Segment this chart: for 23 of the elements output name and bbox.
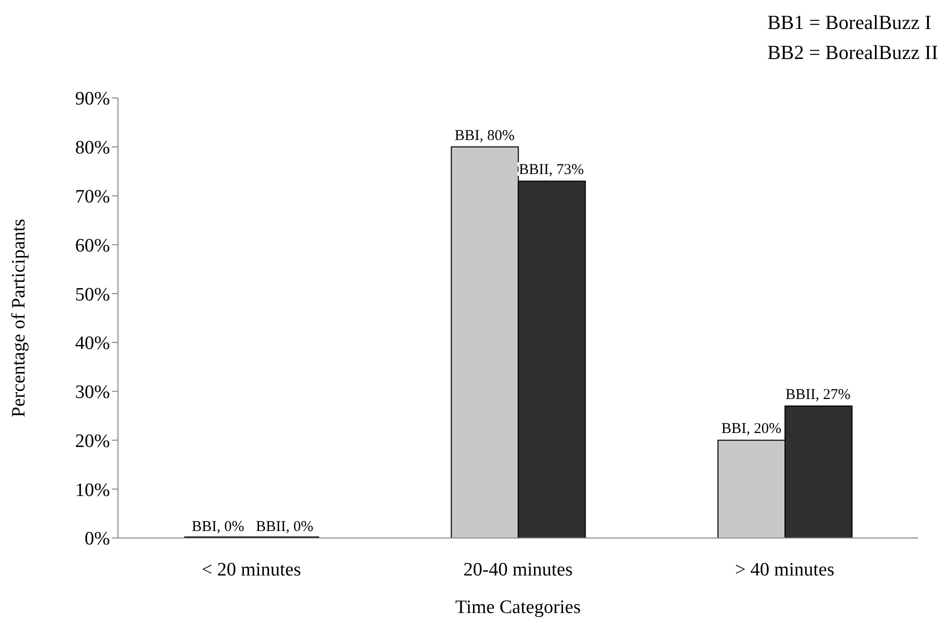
x-tick-label: 20-40 minutes bbox=[463, 559, 573, 580]
x-tick-label: < 20 minutes bbox=[202, 559, 302, 580]
data-label: BBII, 27% bbox=[786, 387, 850, 403]
x-axis-title: Time Categories bbox=[455, 597, 581, 618]
y-tick-label: 10% bbox=[75, 480, 110, 501]
y-tick-label: 0% bbox=[84, 528, 110, 550]
y-tick-label: 40% bbox=[75, 333, 110, 354]
y-axis-title: Percentage of Participants bbox=[8, 218, 30, 418]
y-tick-label: 50% bbox=[75, 284, 110, 306]
data-label: BBII, 73% bbox=[518, 162, 584, 178]
y-tick-label: 90% bbox=[75, 88, 110, 110]
y-tick-label: 60% bbox=[75, 235, 110, 256]
y-tick-label: 70% bbox=[75, 186, 110, 208]
text: BB2 = BorealBuzz II bbox=[767, 41, 938, 66]
y-tick-label: 30% bbox=[75, 382, 110, 404]
x-tick-label: > 40 minutes bbox=[734, 559, 834, 580]
data-label: BBI, 0% bbox=[192, 519, 244, 535]
data-label: BBII, 0% bbox=[256, 519, 314, 535]
y-tick-label: 80% bbox=[75, 138, 110, 159]
data-label: BBI, 80% bbox=[454, 128, 515, 144]
data-label: BBI, 20% bbox=[721, 421, 782, 438]
text: BB1 = BorealBuzz I bbox=[767, 11, 932, 36]
y-tick-label: 20% bbox=[75, 430, 110, 452]
